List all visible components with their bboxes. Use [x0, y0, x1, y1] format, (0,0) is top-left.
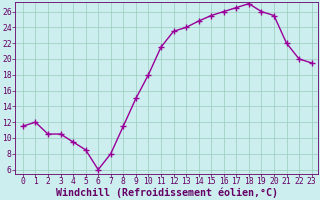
X-axis label: Windchill (Refroidissement éolien,°C): Windchill (Refroidissement éolien,°C)	[56, 187, 278, 198]
